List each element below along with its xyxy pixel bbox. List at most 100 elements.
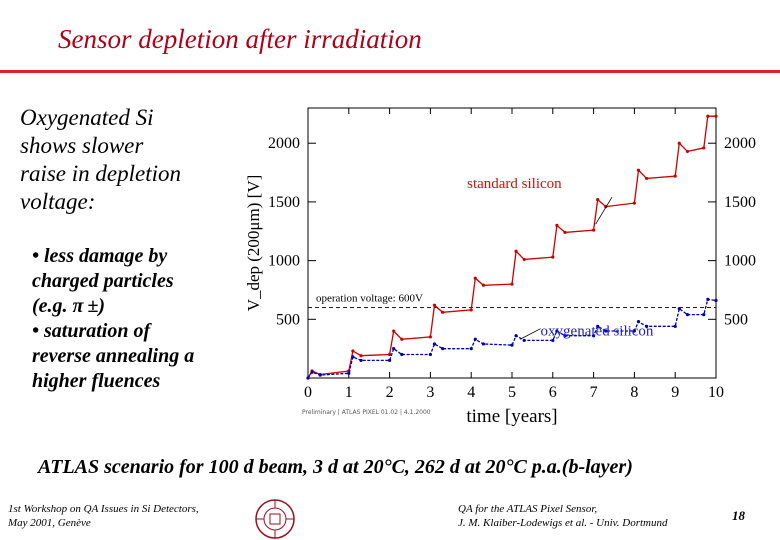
- footer-left: 1st Workshop on QA Issues in Si Detector…: [8, 502, 199, 530]
- data-point: [347, 371, 351, 375]
- data-point: [351, 355, 355, 359]
- data-point: [555, 329, 559, 333]
- data-point: [673, 324, 677, 328]
- x-tick-label: 10: [708, 384, 724, 401]
- data-point: [469, 347, 473, 351]
- data-point: [481, 283, 486, 287]
- y-tick-label-right: 1500: [724, 194, 756, 211]
- x-tick-label: 3: [426, 384, 434, 401]
- y-tick-label-right: 2000: [724, 135, 756, 152]
- data-point: [645, 324, 649, 328]
- scenario-caption: ATLAS scenario for 100 d beam, 3 d at 20…: [38, 456, 633, 478]
- depletion-voltage-chart: 0 1 2 3 4 5 6 7 8 9 10 500 500 1000 1000 1500 1500 2000 20…: [244, 107, 756, 427]
- data-point: [714, 114, 718, 118]
- footer-left-line: 1st Workshop on QA Issues in Si Detector…: [8, 503, 199, 515]
- x-tick-label: 6: [549, 384, 557, 401]
- sub-point-line: higher fluences: [32, 370, 161, 392]
- data-point: [473, 337, 477, 341]
- data-point: [632, 329, 636, 333]
- oxygenated-silicon-label: oxygenated silicon: [541, 324, 654, 340]
- slide-title: Sensor depletion after irradiation: [58, 24, 422, 54]
- data-point: [510, 282, 514, 286]
- sub-point-line: • less damage by: [32, 245, 168, 267]
- series-line-oxygenated-silicon: [307, 298, 717, 379]
- data-point: [469, 308, 473, 312]
- data-point: [685, 313, 690, 317]
- atlas-pixel-seal-icon: [255, 499, 295, 539]
- sub-point-line: • saturation of: [32, 320, 151, 342]
- oxygenated-silicon-pointer: [519, 328, 541, 340]
- data-point: [359, 358, 363, 362]
- x-tick-label: 0: [304, 384, 312, 401]
- data-point: [388, 352, 392, 357]
- data-point: [510, 343, 514, 347]
- y-tick-label-left: 1500: [268, 194, 300, 211]
- data-point: [388, 358, 392, 362]
- data-point: [441, 347, 445, 351]
- data-point: [481, 342, 486, 346]
- x-tick-label: 8: [630, 384, 638, 401]
- main-point-line: raise in depletion: [20, 161, 181, 186]
- standard-silicon-label: standard silicon: [467, 176, 562, 192]
- data-point: [636, 168, 641, 172]
- data-point: [514, 334, 518, 338]
- data-point: [685, 149, 690, 154]
- x-axis-label: time [years]: [466, 406, 557, 427]
- data-point: [359, 354, 363, 358]
- chart-footnote: Preliminary | ATLAS PIXEL 01.02 | 4.1.20…: [302, 409, 431, 416]
- data-point: [596, 324, 600, 328]
- data-point: [428, 335, 432, 339]
- page-number: 18: [732, 508, 745, 523]
- data-point: [400, 337, 404, 341]
- data-point: [522, 338, 526, 343]
- y-axis-label: V_dep (200μm) [V]: [244, 175, 263, 312]
- footer-left-line: May 2001, Genève: [8, 517, 91, 529]
- data-point: [677, 141, 681, 145]
- data-point: [563, 230, 567, 235]
- data-point: [706, 114, 710, 118]
- footer-right: QA for the ATLAS Pixel Sensor, J. M. Kla…: [458, 502, 667, 530]
- data-point: [645, 176, 649, 181]
- data-point: [555, 223, 559, 227]
- data-point: [592, 228, 596, 232]
- data-point: [702, 313, 706, 317]
- x-tick-label: 2: [386, 384, 394, 401]
- data-point: [392, 329, 396, 333]
- data-point: [400, 352, 404, 357]
- x-tick-label: 4: [467, 384, 475, 401]
- operation-voltage-label: operation voltage: 600V: [316, 293, 423, 305]
- sub-point-line: reverse annealing a: [32, 345, 195, 367]
- data-point: [428, 352, 432, 357]
- data-point: [551, 338, 555, 343]
- y-tick-label-left: 1000: [268, 253, 300, 270]
- main-point-line: Oxygenated Si: [20, 105, 154, 130]
- data-point: [706, 297, 710, 301]
- data-point: [563, 334, 567, 338]
- plot-frame: [307, 107, 717, 379]
- data-point: [473, 276, 477, 280]
- data-point: [441, 310, 445, 314]
- data-point: [677, 307, 681, 311]
- data-point: [592, 334, 596, 338]
- sub-point-line: charged particles: [32, 270, 174, 292]
- data-point: [306, 376, 310, 380]
- main-point-line: voltage:: [20, 189, 96, 214]
- data-point: [522, 257, 526, 262]
- x-tick-label: 9: [671, 384, 679, 401]
- data-point: [714, 298, 718, 303]
- y-tick-label-right: 1000: [724, 253, 756, 270]
- data-point: [551, 255, 555, 259]
- y-tick-label-right: 500: [724, 311, 748, 328]
- x-tick-label: 1: [345, 384, 353, 401]
- main-point: Oxygenated Si shows slower raise in depl…: [20, 104, 235, 216]
- footer-right-line: J. M. Klaiber-Lodewigs et al. - Univ. Do…: [458, 517, 668, 529]
- footer-right-line: QA for the ATLAS Pixel Sensor,: [458, 503, 598, 515]
- x-tick-label: 7: [590, 384, 598, 401]
- sub-point-line: (e.g. π ±): [32, 295, 106, 317]
- data-point: [702, 146, 706, 150]
- data-point: [432, 303, 437, 307]
- data-point: [351, 349, 355, 353]
- data-point: [673, 174, 677, 178]
- y-tick-label-left: 2000: [268, 135, 300, 152]
- main-point-line: shows slower: [20, 133, 144, 158]
